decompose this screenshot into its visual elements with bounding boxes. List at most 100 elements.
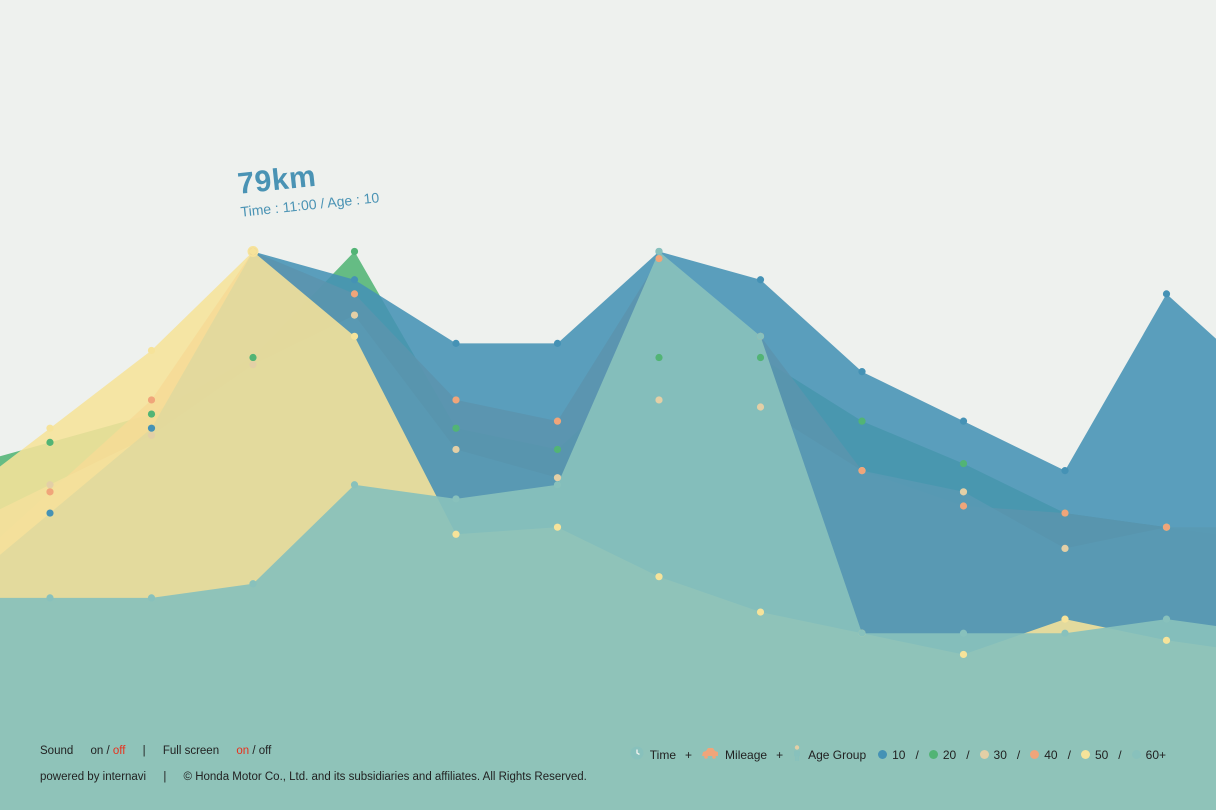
series-area-60+[interactable] (0, 251, 1216, 810)
data-point-20-4[interactable] (452, 424, 460, 432)
legend-dot-icon (1080, 750, 1090, 759)
data-point-50-4[interactable] (452, 530, 460, 538)
legend-mileage[interactable]: Mileage (701, 747, 767, 762)
data-point-30-2[interactable] (249, 360, 257, 369)
data-point-20-3[interactable] (350, 247, 359, 256)
data-point-60+-7[interactable] (756, 332, 765, 340)
data-point-40-0[interactable] (46, 488, 54, 496)
footer-divider: | (142, 745, 146, 757)
data-point-10-7[interactable] (756, 276, 765, 284)
fullscreen-off-toggle[interactable]: off (258, 745, 272, 757)
legend-age-label: 60+ (1145, 747, 1166, 762)
data-point-20-7[interactable] (756, 353, 765, 362)
legend-mileage-label: Mileage (725, 747, 768, 762)
data-point-50-11[interactable] (1162, 636, 1171, 644)
legend-dot-icon (1030, 750, 1040, 759)
footer-controls: Sound on / off | Full screen on / off (40, 745, 271, 757)
data-point-60+-11[interactable] (1162, 615, 1171, 623)
data-point-30-3[interactable] (350, 311, 359, 319)
data-point-20-5[interactable] (553, 445, 562, 454)
legend-age-20[interactable]: 20 (928, 748, 956, 762)
data-point-10-10[interactable] (1061, 467, 1069, 475)
data-point-50-1[interactable] (147, 346, 156, 355)
data-point-50-6[interactable] (655, 573, 663, 581)
data-point-50-9[interactable] (959, 650, 968, 659)
data-point-40-1[interactable] (147, 396, 156, 404)
data-point-40-10[interactable] (1061, 509, 1069, 517)
data-point-30-7[interactable] (756, 403, 765, 411)
legend-slash: / (1118, 747, 1122, 762)
data-point-50-3[interactable] (350, 332, 359, 340)
legend-slash: / (915, 747, 919, 762)
legend-age-label: 50 (1094, 747, 1109, 762)
data-point-30-5[interactable] (553, 474, 562, 482)
data-point-60+-10[interactable] (1061, 629, 1069, 637)
legend-plus-2: + (776, 747, 784, 762)
person-icon (792, 745, 802, 764)
data-point-40-6[interactable] (655, 254, 663, 263)
data-point-10-8[interactable] (858, 368, 866, 376)
data-point-20-8[interactable] (858, 417, 866, 425)
data-point-10-5[interactable] (553, 339, 562, 347)
fullscreen-on-toggle[interactable]: on (236, 745, 250, 757)
footer-credits: powered by internavi | © Honda Motor Co.… (40, 771, 587, 783)
data-point-60+-9[interactable] (959, 629, 968, 637)
data-point-50-5[interactable] (553, 523, 562, 531)
data-point-10-3[interactable] (350, 276, 359, 284)
data-point-30-0[interactable] (46, 481, 54, 489)
legend-age-50[interactable]: 50 (1080, 747, 1109, 762)
fullscreen-slash: / (252, 745, 256, 757)
data-point-10-4[interactable] (452, 339, 460, 347)
legend-age-label: 30 (993, 747, 1007, 762)
clock-icon (630, 746, 644, 763)
data-point-10-0[interactable] (46, 509, 54, 517)
data-point-60+-0[interactable] (46, 594, 54, 602)
data-point-50-2[interactable] (249, 247, 257, 256)
data-point-20-0[interactable] (46, 438, 54, 446)
sound-off-toggle[interactable]: off (112, 745, 126, 757)
data-point-60+-3[interactable] (350, 481, 359, 489)
sound-on-toggle[interactable]: on (90, 745, 104, 757)
data-point-10-11[interactable] (1162, 290, 1171, 298)
data-point-50-7[interactable] (756, 608, 765, 616)
sound-slash: / (106, 745, 110, 757)
legend-age-30[interactable]: 30 (979, 747, 1007, 762)
data-point-20-9[interactable] (959, 459, 968, 468)
data-point-20-2[interactable] (249, 353, 257, 362)
legend-age-40[interactable]: 40 (1030, 747, 1058, 762)
data-point-60+-2[interactable] (249, 580, 257, 588)
copyright-text: © Honda Motor Co., Ltd. and its subsidia… (183, 771, 587, 783)
legend-age-group[interactable]: Age Group (792, 745, 866, 764)
data-point-20-6[interactable] (655, 353, 663, 362)
data-point-50-0[interactable] (46, 424, 54, 432)
legend-age-label: 40 (1044, 747, 1058, 762)
legend-dot-icon (928, 750, 938, 759)
data-point-40-11[interactable] (1162, 523, 1171, 531)
data-point-30-9[interactable] (959, 488, 968, 496)
data-point-40-5[interactable] (553, 417, 562, 425)
powered-by-link[interactable]: powered by internavi (40, 771, 147, 783)
data-point-50-10[interactable] (1061, 615, 1069, 623)
legend-age-60+[interactable]: 60+ (1131, 747, 1166, 762)
fullscreen-label: Full screen (162, 745, 220, 757)
data-point-30-4[interactable] (452, 445, 460, 454)
data-point-30-10[interactable] (1061, 544, 1069, 553)
data-point-60+-1[interactable] (147, 594, 156, 602)
data-point-10-1[interactable] (147, 424, 156, 432)
data-point-20-1[interactable] (147, 410, 156, 418)
data-point-10-9[interactable] (959, 417, 968, 425)
data-point-60+-6[interactable] (655, 247, 663, 256)
data-point-40-4[interactable] (452, 396, 460, 404)
data-point-40-3[interactable] (350, 290, 359, 298)
data-point-60+-5[interactable] (553, 481, 562, 489)
legend-dot-icon (878, 750, 888, 759)
data-point-40-8[interactable] (858, 467, 866, 475)
data-point-30-6[interactable] (655, 396, 663, 404)
legend-dot-icon (1131, 750, 1141, 759)
data-point-30-1[interactable] (147, 431, 156, 439)
data-point-40-9[interactable] (959, 502, 968, 510)
data-point-60+-4[interactable] (452, 495, 460, 503)
data-point-60+-8[interactable] (858, 629, 866, 637)
legend-age-10[interactable]: 10 (878, 748, 905, 762)
legend-time[interactable]: Time (630, 746, 676, 763)
